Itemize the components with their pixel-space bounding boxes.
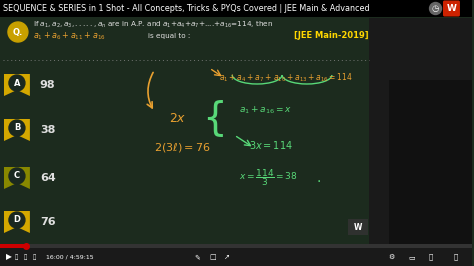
Text: If $a_1, a_2, a_3, ....., a_n$ are in A.P. and $a_1$+$a_4$+$a_7$+....+$a_{16}$=1: If $a_1, a_2, a_3, ....., a_n$ are in A.…	[33, 20, 273, 30]
FancyBboxPatch shape	[0, 244, 26, 248]
FancyBboxPatch shape	[369, 18, 473, 246]
Polygon shape	[4, 167, 30, 189]
FancyBboxPatch shape	[0, 0, 473, 17]
Circle shape	[9, 212, 25, 228]
FancyBboxPatch shape	[443, 1, 460, 16]
Text: ▶: ▶	[6, 252, 12, 261]
FancyBboxPatch shape	[0, 244, 473, 248]
Circle shape	[9, 75, 25, 91]
Text: ✎: ✎	[194, 254, 200, 260]
Circle shape	[9, 168, 25, 184]
Text: ⛶: ⛶	[428, 254, 433, 260]
Text: A: A	[14, 78, 20, 88]
Text: ⏭: ⏭	[24, 254, 27, 260]
Text: ▭: ▭	[409, 254, 415, 260]
Text: ⚙: ⚙	[389, 254, 395, 260]
Text: B: B	[14, 123, 20, 132]
Text: $2x$: $2x$	[169, 111, 187, 124]
Text: $a_1+a_4+a_7+\,a_{10}+a_{13}+a_{16}=114$: $a_1+a_4+a_7+\,a_{10}+a_{13}+a_{16}=114$	[219, 72, 353, 84]
Circle shape	[429, 2, 441, 15]
Text: $a_1+a_{16}=x$: $a_1+a_{16}=x$	[239, 104, 292, 116]
Text: 76: 76	[40, 217, 55, 227]
Text: □: □	[210, 254, 216, 260]
Text: 🔊: 🔊	[33, 254, 36, 260]
Text: ↗: ↗	[224, 254, 230, 260]
Polygon shape	[4, 211, 30, 233]
Text: D: D	[13, 215, 20, 225]
Polygon shape	[4, 74, 30, 96]
FancyBboxPatch shape	[389, 80, 473, 248]
Text: 98: 98	[40, 80, 55, 90]
Text: $3x=114$: $3x=114$	[249, 139, 293, 151]
Text: $a_1+a_6+a_{11}+a_{16}$: $a_1+a_6+a_{11}+a_{16}$	[33, 30, 106, 42]
FancyBboxPatch shape	[348, 219, 368, 235]
Text: W: W	[354, 222, 362, 231]
Text: 16:00 / 4:59:15: 16:00 / 4:59:15	[46, 255, 93, 260]
Text: .: .	[317, 171, 321, 185]
Text: Q.: Q.	[13, 27, 23, 36]
Polygon shape	[4, 119, 30, 141]
Text: C: C	[14, 172, 20, 181]
Text: W: W	[447, 4, 456, 13]
Text: SEQUENCE & SERIES in 1 Shot - All Concepts, Tricks & PYQs Covered | JEE Main & A: SEQUENCE & SERIES in 1 Shot - All Concep…	[3, 4, 370, 13]
Circle shape	[8, 22, 28, 42]
Text: ⤢: ⤢	[454, 254, 458, 260]
Text: ◷: ◷	[432, 4, 439, 13]
Text: 64: 64	[40, 173, 55, 183]
Circle shape	[9, 120, 25, 136]
Text: is equal to :: is equal to :	[147, 33, 190, 39]
FancyBboxPatch shape	[0, 248, 473, 266]
Text: ⏮: ⏮	[15, 254, 18, 260]
Text: $x=\dfrac{114}{3}=38$: $x=\dfrac{114}{3}=38$	[239, 168, 298, 188]
Text: {: {	[202, 99, 227, 137]
Text: 38: 38	[40, 125, 55, 135]
Text: [JEE Main-2019]: [JEE Main-2019]	[294, 31, 369, 40]
Text: $2(3\ell)=76$: $2(3\ell)=76$	[155, 142, 211, 155]
